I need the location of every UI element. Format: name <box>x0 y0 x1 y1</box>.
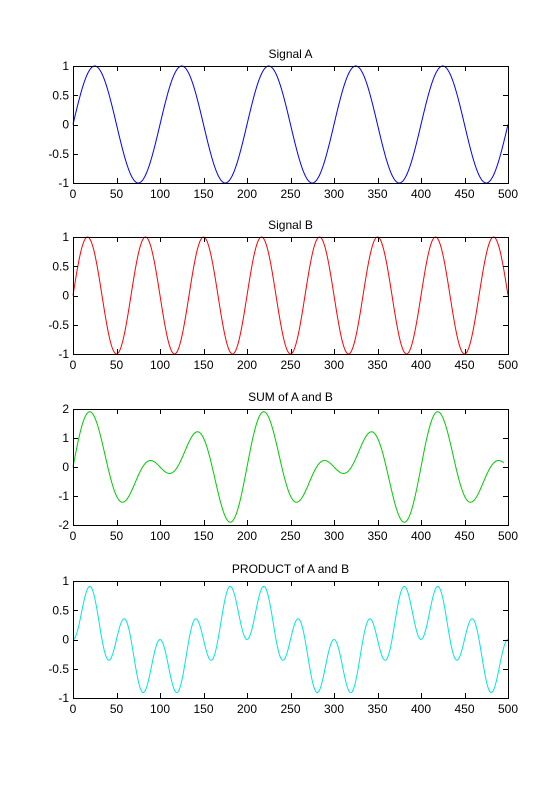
series-line <box>72 585 509 694</box>
x-tick-label: 50 <box>110 529 124 543</box>
y-tick-label: -1 <box>58 347 69 361</box>
x-tick-label: 200 <box>237 702 257 716</box>
series-line <box>72 65 509 184</box>
y-tick-label: 0 <box>62 289 69 303</box>
x-tick-label: 250 <box>280 187 300 201</box>
y-tick-label: -0.5 <box>48 318 69 332</box>
y-tick-label: -1 <box>58 691 69 705</box>
y-tick-label: 0 <box>62 460 69 474</box>
y-tick-label: -1 <box>58 489 69 503</box>
x-tick-label: 0 <box>70 702 77 716</box>
x-tick-label: 500 <box>498 358 518 372</box>
x-tick-label: 400 <box>411 529 431 543</box>
x-tick-label: 350 <box>367 358 387 372</box>
x-tick-label: 100 <box>150 358 170 372</box>
y-tick-label: -2 <box>58 518 69 532</box>
x-tick-label: 0 <box>70 187 77 201</box>
axes-box <box>73 409 509 526</box>
y-tick-label: 1 <box>62 59 69 73</box>
x-tick-label: 150 <box>193 187 213 201</box>
y-tick-label: -0.5 <box>48 147 69 161</box>
x-tick-label: 100 <box>150 702 170 716</box>
x-tick-label: 250 <box>280 702 300 716</box>
x-tick-label: 400 <box>411 702 431 716</box>
x-tick-label: 300 <box>324 187 344 201</box>
x-tick-label: 500 <box>498 529 518 543</box>
x-tick-label: 300 <box>324 702 344 716</box>
x-tick-label: 500 <box>498 702 518 716</box>
x-tick-label: 150 <box>193 702 213 716</box>
x-tick-label: 150 <box>193 529 213 543</box>
x-tick-label: 200 <box>237 358 257 372</box>
x-tick-label: 350 <box>367 187 387 201</box>
series-line <box>72 236 509 355</box>
x-tick-label: 450 <box>454 187 474 201</box>
x-tick-label: 350 <box>367 529 387 543</box>
y-tick-label: 0 <box>62 633 69 647</box>
x-tick-label: 50 <box>110 358 124 372</box>
x-tick-label: 50 <box>110 187 124 201</box>
x-tick-label: 450 <box>454 702 474 716</box>
subplot-4: PRODUCT of A and B 0 50 100 150 200 250 300 350 4… <box>48 562 518 716</box>
plot-title: Signal B <box>268 218 313 232</box>
x-tick-label: 400 <box>411 187 431 201</box>
x-tick-label: 50 <box>110 702 124 716</box>
subplot-3: SUM of A and B 0 50 100 150 200 250 300 350 400 45… <box>58 390 518 543</box>
x-tick-label: 450 <box>454 529 474 543</box>
x-tick-label: 0 <box>70 529 77 543</box>
x-tick-label: 0 <box>70 358 77 372</box>
subplot-1: Signal A 0 50 100 150 200 250 300 350 400 450 500 1 0… <box>48 47 518 201</box>
series-line <box>72 411 504 523</box>
x-tick-label: 100 <box>150 187 170 201</box>
plot-title: Signal A <box>268 47 312 61</box>
x-tick-label: 400 <box>411 358 431 372</box>
y-tick-label: 0.5 <box>52 603 69 617</box>
y-tick-label: 1 <box>62 230 69 244</box>
y-tick-label: 0.5 <box>52 88 69 102</box>
x-tick-label: 150 <box>193 358 213 372</box>
plot-title: SUM of A and B <box>248 390 333 404</box>
x-tick-label: 100 <box>150 529 170 543</box>
x-tick-label: 350 <box>367 702 387 716</box>
x-tick-label: 450 <box>454 358 474 372</box>
plot-title: PRODUCT of A and B <box>232 562 349 576</box>
subplot-2: Signal B 0 50 100 150 200 250 300 350 400 450 500 1 0… <box>48 218 518 372</box>
x-tick-label: 500 <box>498 187 518 201</box>
x-tick-label: 300 <box>324 529 344 543</box>
y-tick-label: 1 <box>62 431 69 445</box>
y-tick-label: 1 <box>62 574 69 588</box>
x-tick-label: 250 <box>280 358 300 372</box>
y-tick-label: 2 <box>62 402 69 416</box>
x-tick-label: 300 <box>324 358 344 372</box>
x-tick-label: 200 <box>237 529 257 543</box>
x-tick-label: 200 <box>237 187 257 201</box>
x-tick-label: 250 <box>280 529 300 543</box>
y-tick-label: 0 <box>62 118 69 132</box>
y-tick-label: 0.5 <box>52 259 69 273</box>
y-tick-label: -1 <box>58 176 69 190</box>
y-tick-label: -0.5 <box>48 662 69 676</box>
